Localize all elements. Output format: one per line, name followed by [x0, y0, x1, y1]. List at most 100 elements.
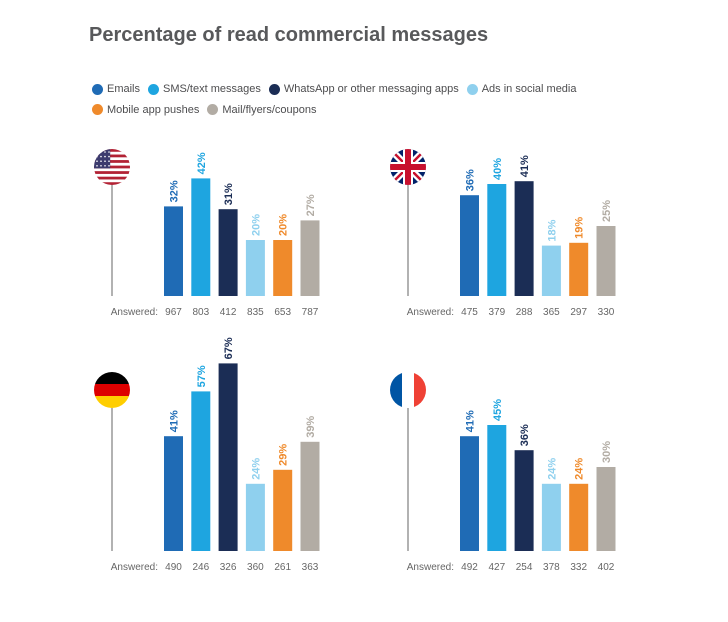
flag-usa-icon — [94, 149, 130, 185]
answered-count: 254 — [516, 562, 533, 573]
flag-star — [108, 155, 110, 158]
answered-count: 365 — [543, 307, 560, 318]
bar-value-label: 25% — [601, 200, 613, 222]
flag-stripe — [94, 149, 130, 153]
flag-star — [108, 165, 110, 167]
answered-count: 378 — [543, 562, 560, 573]
answered-count: 288 — [516, 307, 533, 318]
bar — [514, 450, 534, 551]
flag-stripe — [94, 168, 130, 172]
flag-stripe — [94, 173, 130, 177]
legend-label: WhatsApp or other messaging apps — [283, 83, 459, 95]
legend-item: WhatsApp or other messaging apps — [268, 80, 459, 98]
flag-stripe — [94, 182, 130, 185]
bar-value-label: 36% — [465, 169, 477, 191]
legend-item: Ads in social media — [466, 80, 577, 98]
legend-item: SMS/text messages — [148, 80, 261, 98]
answered-count: 330 — [598, 307, 615, 318]
answered-count: 787 — [302, 307, 319, 318]
flag-band — [94, 396, 130, 408]
bar-value-label: 30% — [601, 441, 613, 463]
bar-value-label: 27% — [305, 194, 317, 216]
country-chart: 32% 967 42% 803 31% 412 20% 835 20% 653 27% 787 Answ… — [94, 149, 320, 318]
flag-star — [104, 155, 106, 158]
flag-star — [96, 155, 98, 158]
bar-value-label: 32% — [169, 180, 181, 202]
bar-value-label: 39% — [305, 416, 317, 438]
bar — [273, 240, 293, 296]
bar — [569, 242, 589, 296]
answered-count: 803 — [192, 307, 209, 318]
bar — [218, 363, 238, 551]
bar-value-label: 57% — [196, 365, 208, 387]
answered-count: 967 — [165, 307, 182, 318]
legend-label: Ads in social media — [481, 83, 577, 95]
flag-band — [94, 372, 130, 385]
answered-count: 246 — [192, 562, 209, 573]
chart-title: Percentage of read commercial messages — [89, 24, 489, 46]
bar-value-label: 18% — [546, 219, 558, 241]
flag-band — [94, 384, 130, 397]
flag-stripe — [94, 176, 130, 180]
answered-count: 490 — [165, 562, 182, 573]
answered-count: 653 — [274, 307, 291, 318]
bar — [460, 195, 479, 296]
answered-count: 475 — [461, 307, 478, 318]
bar-value-label: 31% — [223, 183, 235, 205]
bar-value-label: 45% — [492, 399, 504, 421]
answered-count: 379 — [488, 307, 505, 318]
bar — [596, 467, 616, 551]
flag-star — [108, 160, 110, 162]
bar — [191, 178, 211, 296]
bar — [460, 436, 479, 551]
flag-star — [104, 165, 106, 167]
legend-swatch — [466, 83, 478, 95]
legend-item: Mail/flyers/coupons — [207, 101, 317, 119]
legend-swatch — [268, 83, 280, 95]
flag-star — [108, 151, 110, 153]
flag-stripe — [94, 151, 130, 155]
bar — [191, 391, 211, 551]
country-chart: 36% 475 40% 379 41% 288 18% 365 19% 297 25% 330 Answ… — [390, 149, 616, 318]
answered-count: 332 — [570, 562, 587, 573]
answered-count: 412 — [220, 307, 237, 318]
flag-stripe — [94, 162, 130, 166]
answered-label: Answered: — [111, 307, 158, 318]
flag-stripe — [94, 154, 130, 158]
flag-uk-icon — [390, 149, 426, 185]
flag-france-icon — [390, 372, 426, 408]
bar-value-label: 24% — [574, 458, 586, 480]
bar-value-label: 41% — [169, 410, 181, 432]
legend-swatch — [92, 104, 103, 115]
flag-stripe — [94, 157, 130, 161]
bar — [487, 184, 507, 296]
bar — [569, 483, 589, 551]
bar-value-label: 41% — [465, 410, 477, 432]
legend: Emails SMS/text messages WhatsApp or other… — [92, 80, 652, 121]
flag-star — [104, 160, 106, 162]
bar — [541, 245, 561, 296]
answered-count: 297 — [570, 307, 587, 318]
bar-value-label: 20% — [278, 214, 290, 236]
bar-value-label: 20% — [250, 214, 262, 236]
legend-label: Mobile app pushes — [107, 103, 200, 116]
bar — [300, 441, 320, 551]
bar-value-label: 36% — [519, 424, 531, 446]
country-chart: 41% 492 45% 427 36% 254 24% 378 24% 332 30% 402 Answ… — [390, 372, 616, 573]
bar-value-label: 24% — [250, 458, 262, 480]
bar-value-label: 24% — [546, 458, 558, 480]
bar-value-label: 19% — [574, 217, 586, 239]
answered-label: Answered: — [407, 562, 454, 573]
answered-count: 326 — [220, 562, 237, 573]
flag-star — [100, 165, 102, 167]
bar — [218, 209, 238, 296]
flag-band — [390, 372, 403, 408]
flag-star — [100, 151, 102, 153]
legend-label: SMS/text messages — [163, 83, 261, 95]
answered-count: 835 — [247, 307, 264, 318]
bar-value-label: 29% — [278, 444, 290, 466]
flag-star — [104, 151, 106, 153]
answered-label: Answered: — [111, 562, 158, 573]
bar-value-label: 40% — [492, 158, 504, 180]
